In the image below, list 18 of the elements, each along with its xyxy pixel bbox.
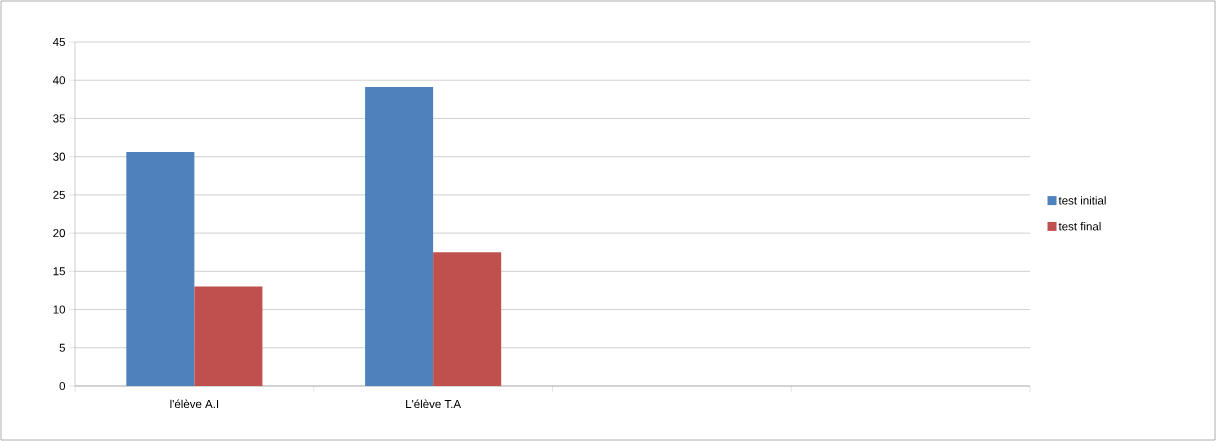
legend-label: test final bbox=[1058, 222, 1101, 231]
bar bbox=[126, 152, 195, 386]
x-tick-label: L'élève T.A bbox=[406, 399, 462, 409]
y-tick-label: 40 bbox=[52, 76, 66, 85]
bar bbox=[365, 87, 434, 386]
x-tick-label: l'élève A.I bbox=[170, 399, 219, 409]
y-tick-label: 5 bbox=[59, 343, 65, 352]
y-tick-label: 0 bbox=[59, 381, 66, 391]
y-tick-label: 20 bbox=[53, 229, 66, 238]
legend-label: test initial bbox=[1058, 196, 1106, 205]
y-tick-label: 45 bbox=[52, 37, 65, 47]
bar bbox=[433, 252, 502, 386]
y-tick-label: 25 bbox=[53, 190, 65, 199]
y-tick-label: 10 bbox=[53, 305, 66, 314]
y-tick-label: 35 bbox=[53, 114, 65, 123]
y-tick-label: 15 bbox=[53, 267, 65, 276]
bar bbox=[194, 286, 263, 386]
y-tick-label: 30 bbox=[53, 152, 66, 161]
